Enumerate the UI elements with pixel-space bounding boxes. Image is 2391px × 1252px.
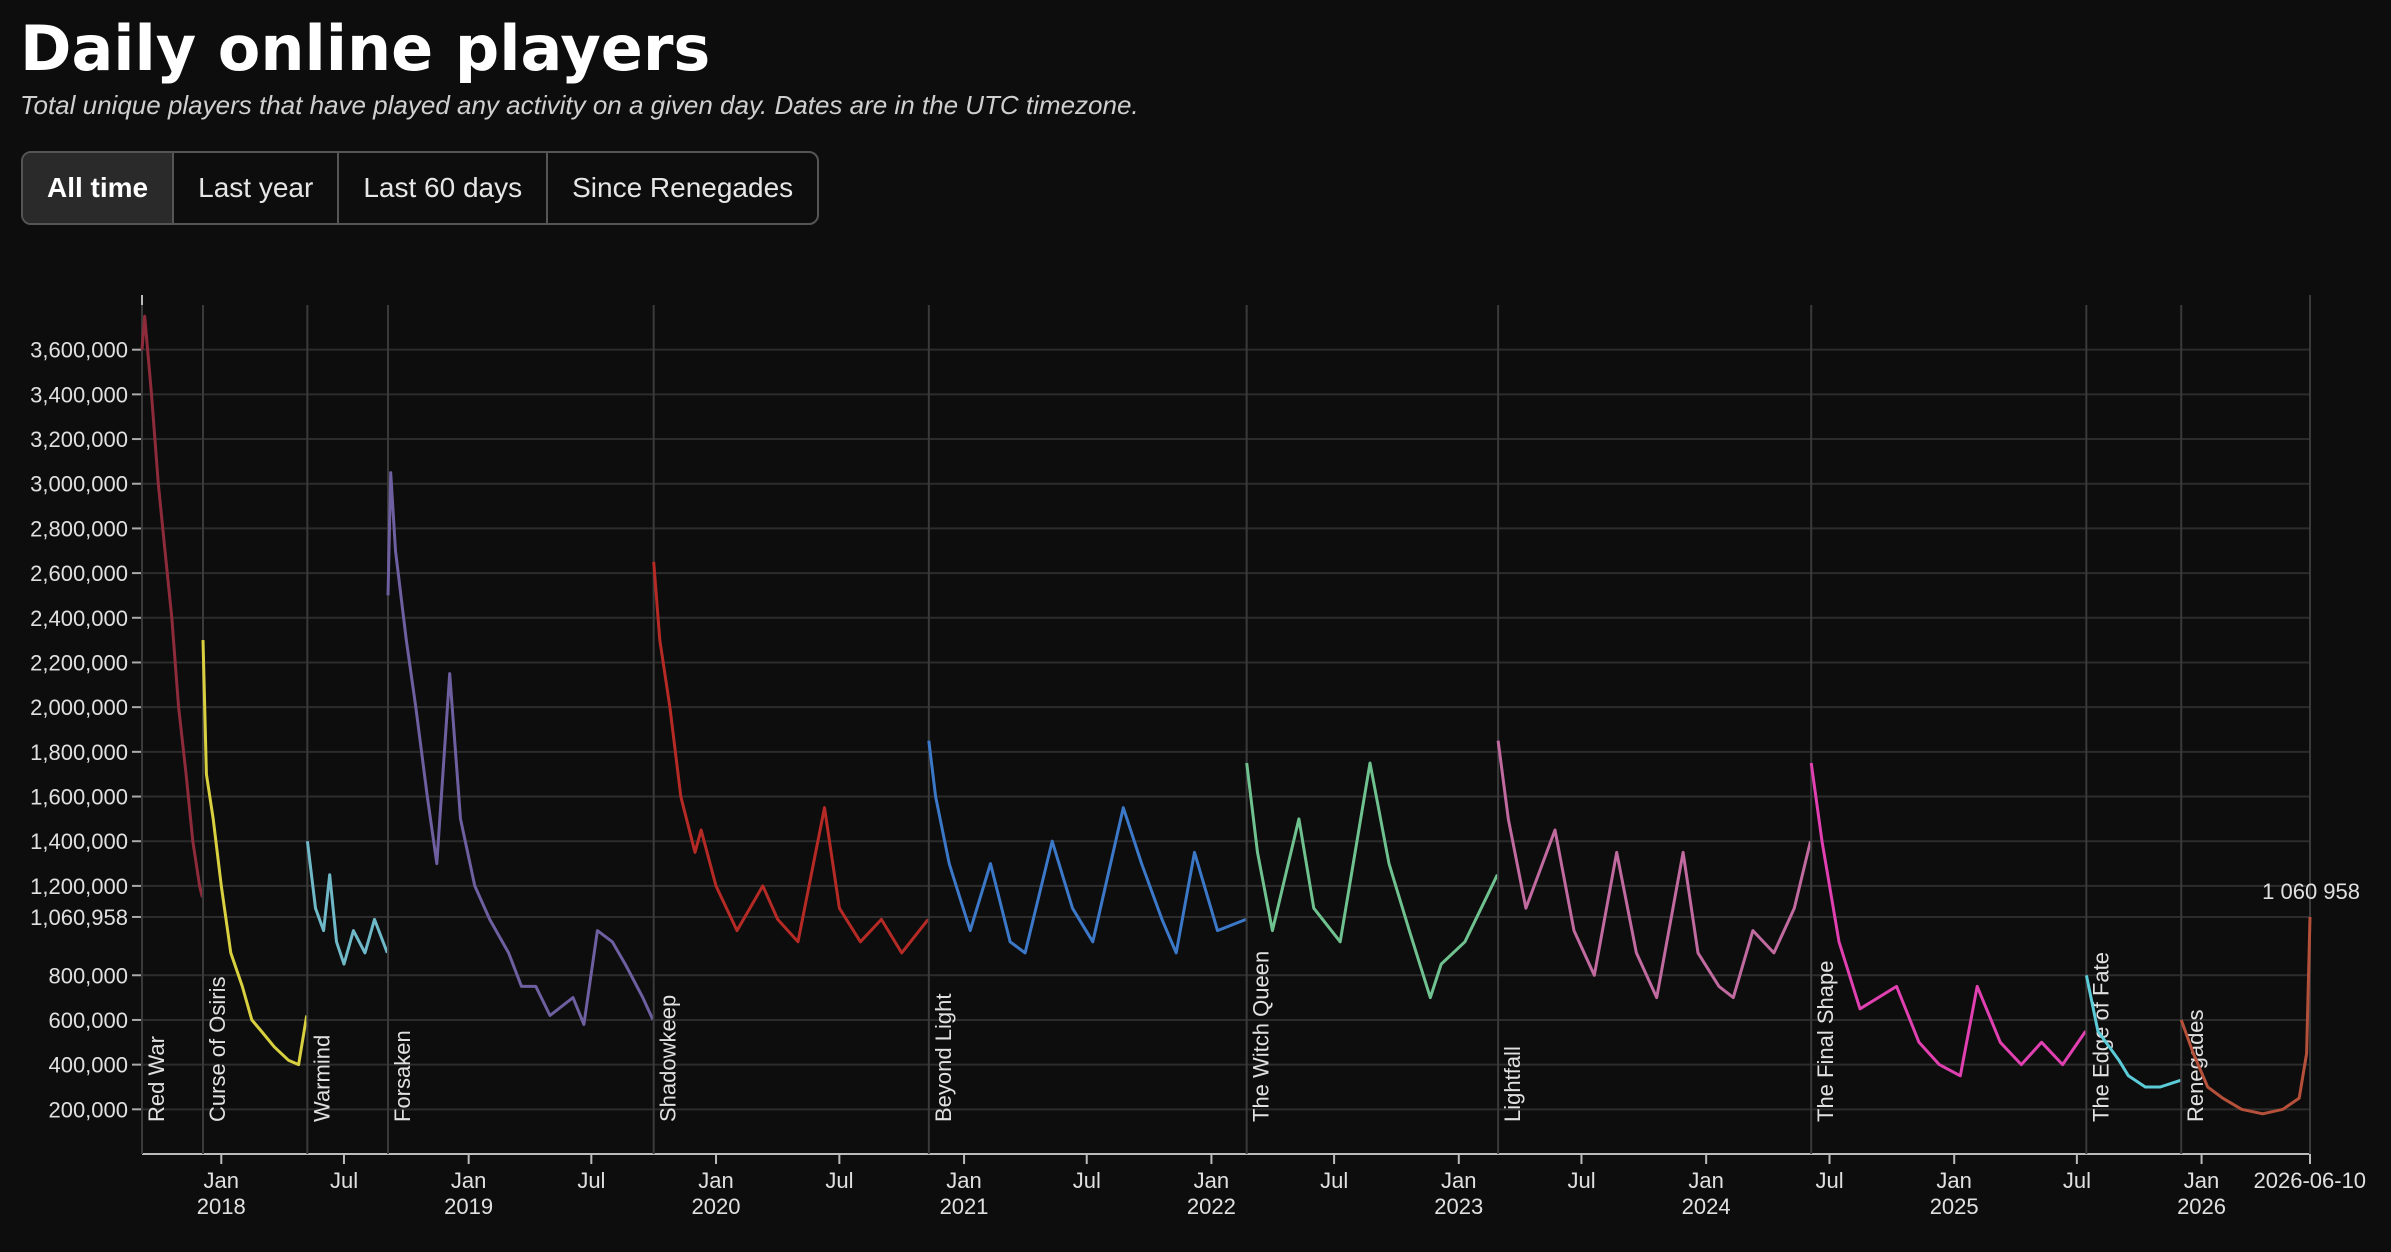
series-line bbox=[652, 561, 930, 955]
x-tick-label: Jul bbox=[825, 1168, 854, 1193]
y-tick-label: 200,000 bbox=[48, 1097, 128, 1122]
y-tick-label: 2,200,000 bbox=[30, 650, 128, 675]
y-tick-label: 800,000 bbox=[48, 963, 128, 988]
y-tick-label: 2,000,000 bbox=[30, 695, 128, 720]
series-line bbox=[1809, 762, 2087, 1078]
event-label: Forsaken bbox=[390, 1030, 415, 1122]
y-tick-label: 1,600,000 bbox=[30, 785, 128, 810]
y-tick-label: 400,000 bbox=[48, 1053, 128, 1078]
y-tick-label: 3,200,000 bbox=[30, 427, 128, 452]
x-tick-label: Jan 2019 bbox=[444, 1168, 494, 1219]
range-button[interactable]: Last year bbox=[174, 153, 340, 223]
event-label: Lightfall bbox=[1500, 1046, 1525, 1122]
y-tick-label: 3,000,000 bbox=[30, 472, 128, 497]
y-tick-label: 3,400,000 bbox=[30, 382, 128, 407]
range-button[interactable]: All time bbox=[23, 153, 175, 223]
x-tick-label: Jul bbox=[577, 1168, 606, 1193]
series-line bbox=[140, 314, 204, 898]
x-tick-label: Jan 2018 bbox=[196, 1168, 246, 1219]
x-tick-label: Jan 2025 bbox=[1929, 1168, 1979, 1219]
x-tick-label: Jul bbox=[1320, 1168, 1349, 1193]
series-line bbox=[2179, 916, 2312, 1116]
x-tick-label: Jan 2024 bbox=[1681, 1168, 1731, 1219]
title: Daily online players bbox=[20, 12, 711, 85]
subtitle: Total unique players that have played an… bbox=[20, 90, 1139, 120]
x-tick-label: Jul bbox=[1815, 1168, 1844, 1193]
series-line bbox=[386, 471, 655, 1026]
event-label: Red War bbox=[144, 1036, 169, 1122]
series-line bbox=[1496, 740, 1812, 1000]
event-label: Renegades bbox=[2183, 1009, 2208, 1122]
value-label: 1 060 958 bbox=[2262, 879, 2360, 904]
y-tick-label: 1,060,958 bbox=[30, 905, 128, 930]
range-buttons: All time Last year Last 60 days Since Re… bbox=[21, 151, 820, 225]
x-tick-label: Jan 2020 bbox=[691, 1168, 741, 1219]
y-tick-label: 3,600,000 bbox=[30, 338, 128, 363]
y-tick-label: 1,200,000 bbox=[30, 874, 128, 899]
x-tick-label: Jul bbox=[2062, 1168, 2091, 1193]
x-tick-label: Jan 2023 bbox=[1434, 1168, 1484, 1219]
series-line bbox=[1245, 761, 1499, 1000]
y-tick-label: 2,600,000 bbox=[30, 561, 128, 586]
event-label: The Final Shape bbox=[1813, 961, 1838, 1122]
event-label: Warmind bbox=[309, 1035, 334, 1122]
x-tick-label: 2026-06-10 bbox=[2253, 1168, 2367, 1193]
x-tick-label: Jan 2021 bbox=[939, 1168, 989, 1219]
y-tick-label: 2,800,000 bbox=[30, 516, 128, 541]
x-tick-label: Jan 2022 bbox=[1186, 1168, 1236, 1219]
series-line bbox=[201, 640, 309, 1067]
y-tick-label: 1,800,000 bbox=[30, 740, 128, 765]
event-label: Beyond Light bbox=[931, 994, 956, 1122]
event-label: Curse of Osiris bbox=[205, 977, 230, 1122]
series-line bbox=[305, 841, 389, 966]
y-tick-label: 1,400,000 bbox=[30, 829, 128, 854]
x-tick-label: Jul bbox=[1567, 1168, 1596, 1193]
event-label: Shadowkeep bbox=[656, 995, 681, 1122]
y-tick-label: 600,000 bbox=[48, 1008, 128, 1033]
x-tick-label: Jul bbox=[1072, 1168, 1101, 1193]
event-label: The Witch Queen bbox=[1249, 951, 1274, 1122]
series-line bbox=[927, 740, 1247, 955]
range-button[interactable]: Last 60 days bbox=[339, 153, 549, 223]
x-tick-label: Jul bbox=[329, 1168, 359, 1193]
series-line bbox=[2084, 974, 2182, 1089]
x-tick-label: Jan 2026 bbox=[2177, 1168, 2227, 1219]
y-tick-label: 2,400,000 bbox=[30, 606, 128, 631]
range-button[interactable]: Since Renegades bbox=[572, 172, 794, 203]
